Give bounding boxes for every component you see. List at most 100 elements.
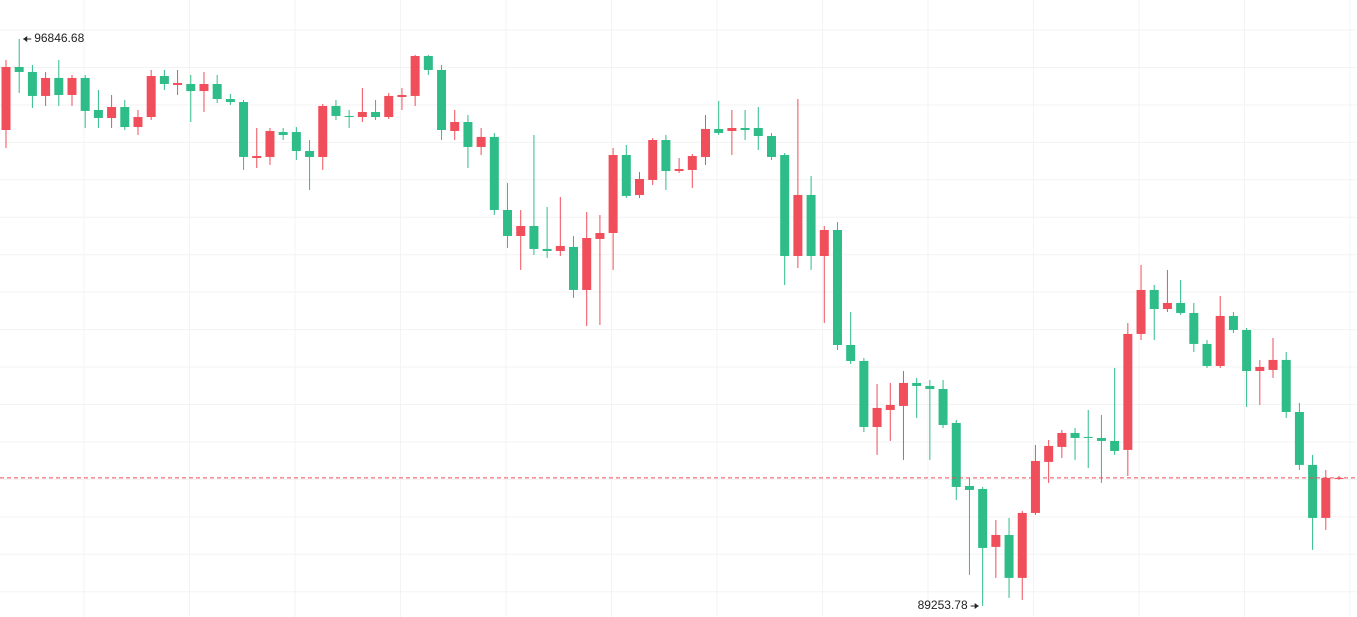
candle-body: [41, 77, 51, 96]
candle-body: [133, 117, 143, 128]
high-label: 96846.68: [34, 31, 84, 45]
candle-body: [344, 115, 354, 118]
candle-body: [780, 155, 790, 256]
candle-body: [1281, 359, 1291, 412]
candle-body: [423, 56, 433, 70]
candle-body: [846, 344, 856, 361]
candle-body: [463, 122, 473, 147]
annotations: 96846.68 89253.78: [23, 31, 979, 612]
candle-body: [186, 84, 196, 92]
candle-body: [1242, 329, 1252, 371]
candle-body: [357, 112, 367, 118]
candle-body: [582, 237, 592, 290]
candle-body: [67, 77, 77, 95]
candle-body: [1202, 343, 1212, 366]
candle-body: [93, 109, 103, 118]
candle-body: [1149, 289, 1159, 310]
candle-body: [384, 95, 394, 118]
candle-body: [991, 534, 1001, 547]
candle-body: [516, 225, 526, 236]
candle-body: [595, 232, 605, 239]
candle-body: [1321, 477, 1331, 518]
candle-body: [1, 66, 11, 131]
candle-body: [489, 136, 499, 210]
candle-body: [529, 225, 539, 249]
low-label: 89253.78: [918, 598, 968, 612]
candle-body: [687, 155, 697, 170]
candle-body: [951, 422, 961, 487]
candle-body: [146, 76, 156, 118]
candle-body: [1136, 289, 1146, 334]
candle-body: [753, 127, 763, 136]
candle-body: [291, 132, 301, 151]
candle-body: [252, 155, 262, 159]
candle-body: [503, 209, 513, 236]
high-arrow-head: [23, 36, 28, 42]
candle-body: [700, 128, 710, 157]
candle-body: [318, 105, 328, 157]
candle-body: [1044, 445, 1054, 462]
candle-body: [1255, 366, 1265, 371]
candle-body: [806, 194, 816, 256]
candle-body: [54, 77, 64, 95]
candle-body: [1017, 512, 1027, 578]
candle-body: [1228, 315, 1238, 330]
candle-body: [912, 382, 922, 386]
candle-body: [1268, 359, 1278, 370]
candle-body: [173, 82, 183, 85]
candle-body: [1030, 460, 1040, 513]
candle-body: [397, 94, 407, 97]
candle-body: [1096, 437, 1106, 441]
candle-body: [265, 130, 275, 157]
candle-body: [1070, 432, 1080, 438]
candle-body: [621, 155, 631, 196]
candle-body: [1308, 464, 1318, 518]
candle-body: [542, 248, 552, 251]
candle-body: [1215, 315, 1225, 366]
candle-body: [159, 76, 169, 85]
candle-body: [27, 71, 37, 96]
candle-body: [872, 407, 882, 427]
candle-body: [239, 102, 249, 157]
candle-body: [661, 140, 671, 172]
candle-body: [714, 128, 724, 133]
candle-body: [476, 136, 486, 147]
candle-body: [1123, 333, 1133, 450]
candle-body: [410, 56, 420, 96]
candle-body: [1189, 312, 1199, 344]
candle-body: [925, 385, 935, 389]
candle-body: [1057, 432, 1067, 447]
candle-body: [450, 122, 460, 131]
candle-body: [964, 485, 974, 490]
candle-body: [437, 69, 447, 131]
candle-body: [740, 127, 750, 131]
candle-body: [766, 135, 776, 157]
candle-body: [225, 99, 235, 103]
candle-body: [1083, 436, 1093, 438]
candle-body: [635, 178, 645, 195]
candle-body: [1110, 440, 1120, 451]
candle-body: [674, 168, 684, 172]
candle-body: [727, 127, 737, 131]
candle-body: [1334, 477, 1344, 479]
candle-body: [371, 112, 381, 118]
candle-body: [793, 194, 803, 256]
candle-body: [938, 388, 948, 425]
low-arrow-head: [974, 603, 979, 609]
candle-body: [569, 246, 579, 290]
candle-body: [1004, 534, 1014, 578]
candle-body: [107, 107, 117, 118]
candle-body: [978, 488, 988, 548]
candle-body: [1294, 411, 1304, 465]
candle-body: [898, 382, 908, 406]
candle-body: [648, 140, 658, 180]
candle-body: [832, 229, 842, 345]
candle-body: [1162, 302, 1172, 310]
candle-body: [608, 155, 618, 233]
candle-body: [199, 84, 209, 92]
candle-body: [278, 132, 288, 136]
candle-body: [212, 84, 222, 100]
candle-body: [120, 107, 130, 128]
